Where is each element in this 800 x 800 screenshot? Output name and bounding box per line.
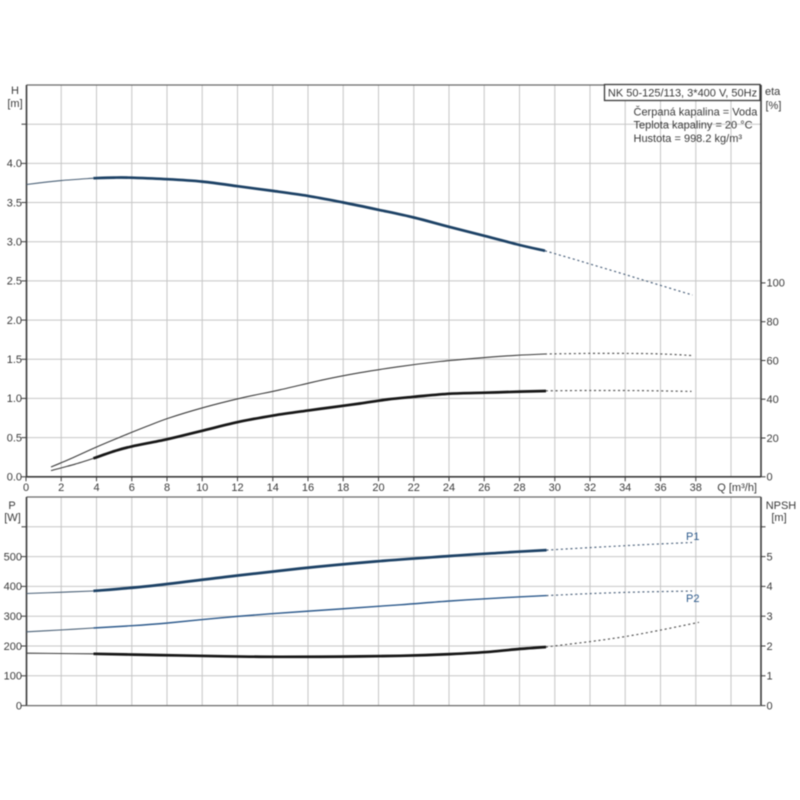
svg-text:8: 8 <box>164 482 170 494</box>
svg-text:400: 400 <box>4 581 22 593</box>
svg-text:0: 0 <box>767 472 773 484</box>
svg-text:Teplota kapaliny = 20 °C: Teplota kapaliny = 20 °C <box>634 120 753 132</box>
svg-text:0: 0 <box>23 482 29 494</box>
svg-text:NPSH: NPSH <box>766 500 797 512</box>
svg-text:80: 80 <box>767 317 779 329</box>
svg-text:38: 38 <box>690 482 702 494</box>
svg-text:4: 4 <box>93 482 99 494</box>
svg-text:0: 0 <box>767 700 773 712</box>
svg-text:28: 28 <box>513 482 525 494</box>
svg-text:Hustota = 998.2 kg/m³: Hustota = 998.2 kg/m³ <box>634 133 743 145</box>
svg-text:22: 22 <box>408 482 420 494</box>
svg-text:20: 20 <box>372 482 384 494</box>
svg-text:3.0: 3.0 <box>7 237 22 249</box>
svg-text:34: 34 <box>619 482 631 494</box>
svg-text:[W]: [W] <box>4 512 21 524</box>
svg-text:10: 10 <box>196 482 208 494</box>
svg-text:H: H <box>11 85 19 97</box>
svg-text:1: 1 <box>767 671 773 683</box>
svg-text:3: 3 <box>767 611 773 623</box>
svg-text:P1: P1 <box>686 531 699 543</box>
svg-text:16: 16 <box>302 482 314 494</box>
svg-text:18: 18 <box>337 482 349 494</box>
svg-text:0.0: 0.0 <box>7 472 22 484</box>
svg-text:0.5: 0.5 <box>7 432 22 444</box>
svg-text:60: 60 <box>767 355 779 367</box>
svg-text:100: 100 <box>4 671 22 683</box>
svg-text:36: 36 <box>654 482 666 494</box>
svg-text:2: 2 <box>767 641 773 653</box>
svg-text:6: 6 <box>129 482 135 494</box>
svg-text:[m]: [m] <box>7 98 22 110</box>
svg-text:P2: P2 <box>686 593 699 605</box>
svg-text:12: 12 <box>231 482 243 494</box>
svg-text:40: 40 <box>767 394 779 406</box>
svg-text:14: 14 <box>267 482 279 494</box>
svg-text:500: 500 <box>4 551 22 563</box>
svg-text:4.0: 4.0 <box>7 158 22 170</box>
svg-text:2.5: 2.5 <box>7 276 22 288</box>
svg-text:24: 24 <box>443 482 455 494</box>
svg-text:20: 20 <box>767 433 779 445</box>
svg-text:2.0: 2.0 <box>7 315 22 327</box>
svg-text:2: 2 <box>58 482 64 494</box>
svg-text:5: 5 <box>767 551 773 563</box>
svg-text:100: 100 <box>767 278 785 290</box>
svg-text:[m]: [m] <box>771 512 786 524</box>
svg-text:26: 26 <box>478 482 490 494</box>
svg-text:3.5: 3.5 <box>7 197 22 209</box>
svg-text:[%]: [%] <box>766 100 782 112</box>
svg-text:NK 50-125/113, 3*400 V, 50Hz: NK 50-125/113, 3*400 V, 50Hz <box>608 87 757 99</box>
svg-text:Čerpaná kapalina = Voda: Čerpaná kapalina = Voda <box>634 106 759 119</box>
svg-text:4: 4 <box>767 581 773 593</box>
svg-text:30: 30 <box>549 482 561 494</box>
svg-text:Q [m³/h]: Q [m³/h] <box>717 482 757 494</box>
svg-text:1.0: 1.0 <box>7 393 22 405</box>
svg-text:32: 32 <box>584 482 596 494</box>
svg-text:1.5: 1.5 <box>7 354 22 366</box>
svg-text:eta: eta <box>765 86 781 98</box>
svg-text:300: 300 <box>4 611 22 623</box>
svg-text:200: 200 <box>4 641 22 653</box>
svg-text:P: P <box>8 500 15 512</box>
svg-text:0: 0 <box>16 700 22 712</box>
